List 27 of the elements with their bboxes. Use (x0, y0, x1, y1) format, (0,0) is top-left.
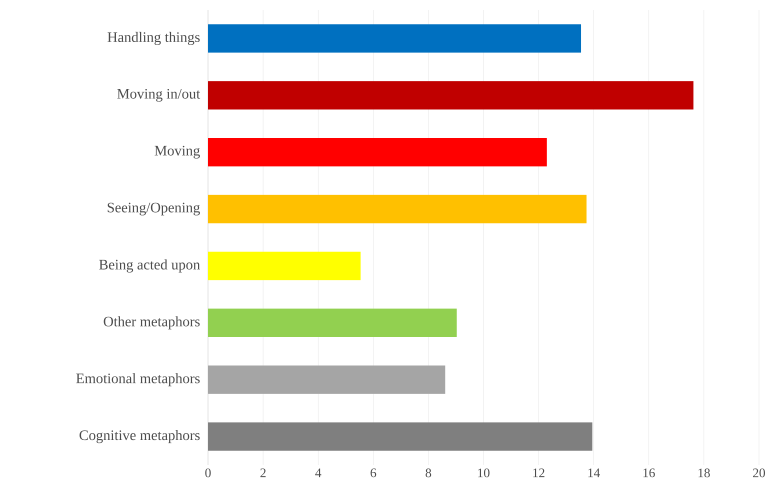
x-tick-label: 0 (205, 468, 211, 478)
y-tick-label: Handling things (108, 32, 200, 46)
y-tick-label: Being acted upon (99, 259, 200, 273)
x-tick-label: 8 (426, 468, 432, 478)
x-tick-label: 14 (588, 468, 600, 478)
x-tick-label: 18 (698, 468, 710, 478)
bar (208, 138, 547, 166)
x-tick-label: 16 (643, 468, 655, 478)
bar (208, 422, 592, 451)
y-tick-label: Emotional metaphors (76, 373, 200, 386)
y-tick-label: Other metaphors (104, 316, 200, 330)
x-tick-label: 10 (478, 468, 490, 478)
x-tick-label: 20 (753, 468, 765, 478)
y-tick-label: Seeing/Opening (108, 202, 200, 216)
bar (208, 81, 694, 110)
bar (208, 308, 457, 338)
x-tick-label: 2 (260, 468, 266, 478)
y-tick-label: Moving (154, 146, 200, 159)
bar (208, 24, 582, 53)
bar (208, 194, 587, 224)
y-tick-label: Moving in/out (117, 88, 200, 102)
x-tick-label: 4 (315, 468, 322, 478)
x-tick-label: 6 (370, 468, 376, 478)
bar (208, 252, 361, 280)
y-tick-label: Cognitive metaphors (80, 430, 200, 444)
x-tick-label: 12 (533, 468, 544, 478)
bar (208, 365, 446, 394)
